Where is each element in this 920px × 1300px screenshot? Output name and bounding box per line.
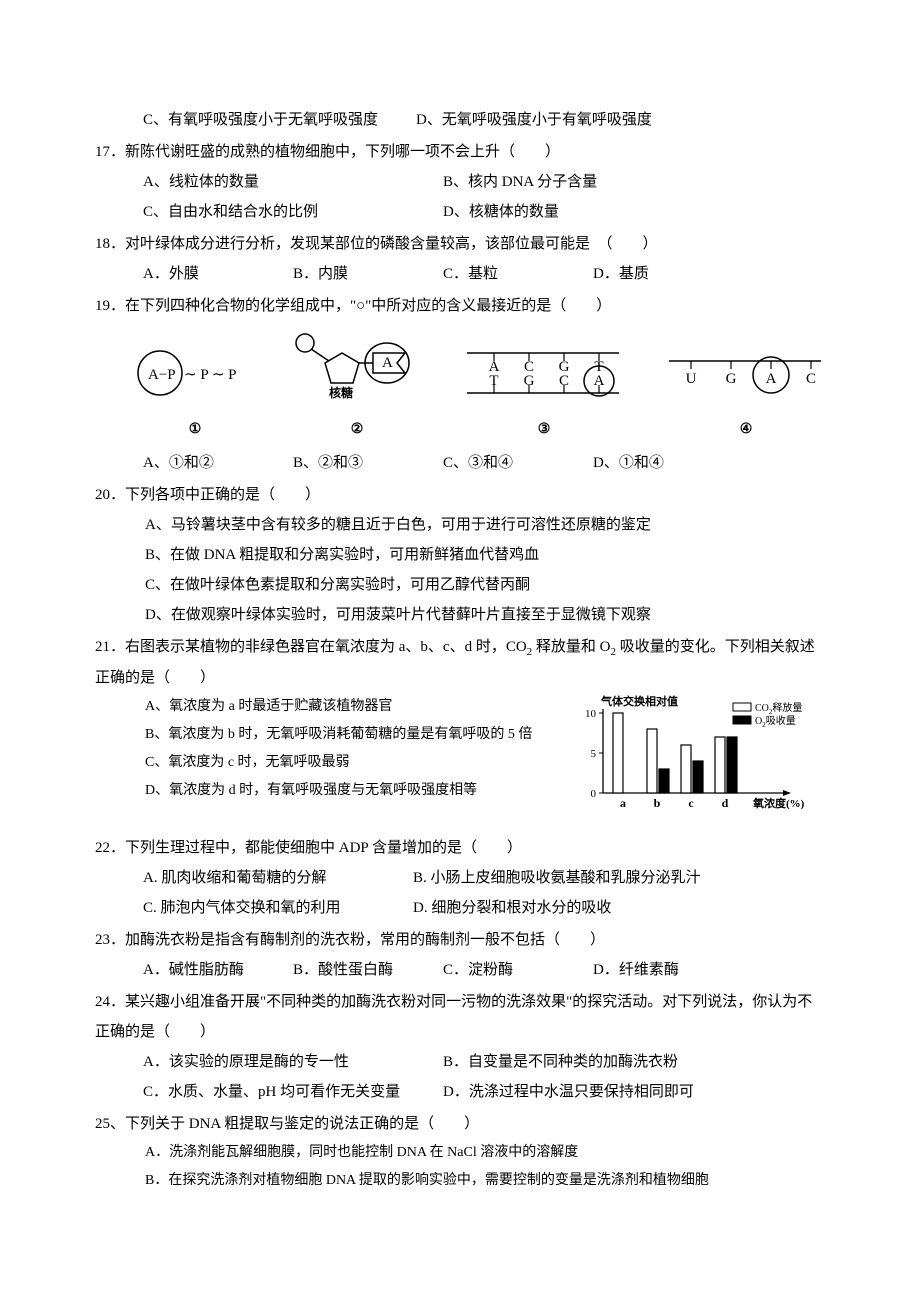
- q19-options: A、①和② B、②和③ C、③和④ D、①和④: [95, 448, 825, 478]
- q19-figures: A−P ∼ P ∼ P ① 核糖 A ② ACGTTGCA ③: [95, 321, 825, 448]
- svg-text:d: d: [722, 796, 729, 810]
- svg-text:O2吸收量: O2吸收量: [755, 714, 796, 729]
- svg-text:0: 0: [591, 788, 597, 800]
- q22-opt-a: A. 肌肉收缩和葡萄糖的分解: [143, 863, 413, 893]
- svg-text:C: C: [806, 371, 816, 387]
- q16-opt-d: D、无氧呼吸强度小于有氧呼吸强度: [416, 105, 652, 135]
- q19-opt-d: D、①和④: [593, 448, 743, 478]
- q24-options-ab: A．该实验的原理是酶的专一性 B．自变量是不同种类的加酶洗衣粉: [95, 1047, 825, 1077]
- q20-opt-c: C、在做叶绿体色素提取和分离实验时，可用乙醇代替丙酮: [95, 570, 825, 600]
- q23-options: A．碱性脂肪酶 B．酸性蛋白酶 C．淀粉酶 D．纤维素酶: [95, 955, 825, 985]
- q20-opt-b: B、在做 DNA 粗提取和分离实验时，可用新鲜猪血代替鸡血: [95, 540, 825, 570]
- q16-opt-c: C、有氧呼吸强度小于无氧呼吸强度: [143, 105, 378, 135]
- q23-opt-b: B．酸性蛋白酶: [293, 955, 443, 985]
- q19-fig1-text: A−P: [148, 367, 176, 383]
- q19-opt-a: A、①和②: [143, 448, 293, 478]
- q23-opt-a: A．碱性脂肪酶: [143, 955, 293, 985]
- svg-text:b: b: [654, 796, 661, 810]
- q21-opt-d: D、氧浓度为 d 时，有氧呼吸强度与无氧呼吸强度相等: [95, 777, 559, 805]
- svg-text:T: T: [489, 373, 498, 389]
- q19-stem: 19．在下列四种化合物的化学组成中，"○"中所对应的含义最接近的是（ ）: [95, 291, 825, 321]
- q17-opt-a: A、线粒体的数量: [143, 167, 443, 197]
- q19-label-1: ①: [135, 416, 255, 444]
- q25-opt-a: A．洗涤剂能瓦解细胞膜，同时也能控制 DNA 在 NaCl 溶液中的溶解度: [95, 1139, 825, 1167]
- q21-chart: 气体交换相对值 0 5 10 a b c d 氧浓度(%) CO2释放量O2吸收量: [575, 693, 825, 831]
- q18-stem: 18．对叶绿体成分进行分析，发现某部位的磷酸含量较高，该部位最可能是 （ ）: [95, 229, 825, 259]
- q23-stem: 23．加酶洗衣粉是指含有酶制剂的洗衣粉，常用的酶制剂一般不包括（ ）: [95, 925, 825, 955]
- q20-stem: 20．下列各项中正确的是（ ）: [95, 480, 825, 510]
- q17-options-ab: A、线粒体的数量 B、核内 DNA 分子含量: [95, 167, 825, 197]
- svg-text:A: A: [594, 373, 605, 389]
- q16-options-cd: C、有氧呼吸强度小于无氧呼吸强度 D、无氧呼吸强度小于有氧呼吸强度: [95, 105, 825, 135]
- q19-fig2-ribose: 核糖: [329, 385, 353, 400]
- q24-opt-b: B．自变量是不同种类的加酶洗衣粉: [443, 1047, 743, 1077]
- q20-opt-d: D、在做观察叶绿体实验时，可用菠菜叶片代替藓叶片直接至于显微镜下观察: [95, 600, 825, 630]
- q21-opt-a: A、氧浓度为 a 时最适于贮藏该植物器官: [95, 693, 559, 721]
- q22-opt-c: C. 肺泡内气体交换和氧的利用: [143, 893, 413, 923]
- svg-text:C: C: [559, 373, 569, 389]
- q24-opt-c: C．水质、水量、pH 均可看作无关变量: [143, 1077, 443, 1107]
- q19-opt-b: B、②和③: [293, 448, 443, 478]
- svg-text:氧浓度(%): 氧浓度(%): [752, 796, 805, 810]
- svg-text:气体交换相对值: 气体交换相对值: [600, 694, 678, 708]
- q24-options-cd: C．水质、水量、pH 均可看作无关变量 D．洗涤过程中水温只要保持相同即可: [95, 1077, 825, 1107]
- q17-opt-b: B、核内 DNA 分子含量: [443, 167, 743, 197]
- q21-stem-pre: 21．右图表示某植物的非绿色器官在氧浓度为 a、b、c、d 时，CO: [95, 639, 527, 655]
- q18-opt-d: D．基质: [593, 259, 743, 289]
- svg-text:G: G: [524, 373, 535, 389]
- q21-stem-mid1: 释放量和 O: [532, 639, 610, 655]
- q18-opt-b: B．内膜: [293, 259, 443, 289]
- q20-opt-a: A、马铃薯块茎中含有较多的糖且近于白色，可用于进行可溶性还原糖的鉴定: [95, 510, 825, 540]
- q19-label-2: ②: [287, 416, 427, 444]
- svg-text:G: G: [726, 371, 737, 387]
- q22-options-ab: A. 肌肉收缩和葡萄糖的分解 B. 小肠上皮细胞吸收氨基酸和乳腺分泌乳汁: [95, 863, 825, 893]
- q19-fig2-base: A: [382, 355, 393, 371]
- q23-opt-d: D．纤维素酶: [593, 955, 743, 985]
- q19-label-3: ③: [459, 416, 629, 444]
- q22-options-cd: C. 肺泡内气体交换和氧的利用 D. 细胞分裂和根对水分的吸收: [95, 893, 825, 923]
- q23-opt-c: C．淀粉酶: [443, 955, 593, 985]
- q19-opt-c: C、③和④: [443, 448, 593, 478]
- q22-opt-b: B. 小肠上皮细胞吸收氨基酸和乳腺分泌乳汁: [413, 863, 713, 893]
- q17-opt-c: C、自由水和结合水的比例: [143, 197, 443, 227]
- svg-text:c: c: [688, 796, 694, 810]
- q18-opt-a: A．外膜: [143, 259, 293, 289]
- q19-label-4: ④: [661, 416, 831, 444]
- svg-text:5: 5: [591, 748, 597, 760]
- q25-stem: 25、下列关于 DNA 粗提取与鉴定的说法正确的是（ ）: [95, 1109, 825, 1139]
- q24-opt-a: A．该实验的原理是酶的专一性: [143, 1047, 443, 1077]
- q21-opt-c: C、氧浓度为 c 时，无氧呼吸最弱: [95, 749, 559, 777]
- q18-options: A．外膜 B．内膜 C．基粒 D．基质: [95, 259, 825, 289]
- svg-text:a: a: [620, 796, 626, 810]
- q19-fig-4: U G A C ④: [661, 345, 831, 444]
- q22-stem: 22．下列生理过程中，都能使细胞中 ADP 含量增加的是（ ）: [95, 833, 825, 863]
- q19-fig-3: ACGTTGCA ③: [459, 345, 629, 444]
- q21-stem: 21．右图表示某植物的非绿色器官在氧浓度为 a、b、c、d 时，CO2 释放量和…: [95, 632, 825, 693]
- q21-opt-b: B、氧浓度为 b 时，无氧呼吸消耗葡萄糖的量是有氧呼吸的 5 倍: [95, 721, 559, 749]
- q17-stem: 17．新陈代谢旺盛的成熟的植物细胞中，下列哪一项不会上升（ ）: [95, 137, 825, 167]
- svg-text:∼ P ∼ P: ∼ P ∼ P: [184, 367, 237, 383]
- q22-opt-d: D. 细胞分裂和根对水分的吸收: [413, 893, 713, 923]
- q18-opt-c: C．基粒: [443, 259, 593, 289]
- svg-text:U: U: [686, 371, 697, 387]
- q17-options-cd: C、自由水和结合水的比例 D、核糖体的数量: [95, 197, 825, 227]
- q17-opt-d: D、核糖体的数量: [443, 197, 743, 227]
- svg-text:A: A: [766, 371, 777, 387]
- q19-fig-1: A−P ∼ P ∼ P ①: [135, 345, 255, 444]
- q24-opt-d: D．洗涤过程中水温只要保持相同即可: [443, 1077, 743, 1107]
- q25-opt-b: B．在探究洗涤剂对植物细胞 DNA 提取的影响实验中，需要控制的变量是洗涤剂和植…: [95, 1167, 825, 1195]
- svg-text:10: 10: [585, 708, 597, 720]
- q24-stem: 24．某兴趣小组准备开展"不同种类的加酶洗衣粉对同一污物的洗涤效果"的探究活动。…: [95, 987, 825, 1047]
- q19-fig-2: 核糖 A ②: [287, 331, 427, 444]
- svg-text:CO2释放量: CO2释放量: [755, 701, 802, 716]
